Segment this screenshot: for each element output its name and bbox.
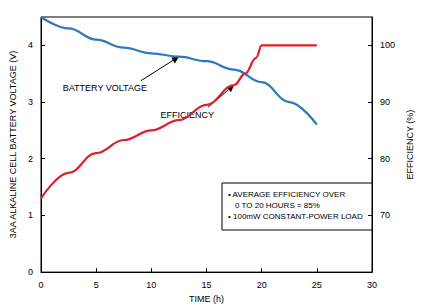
svg-text:1: 1: [28, 210, 33, 220]
svg-text:5: 5: [94, 280, 99, 290]
svg-text:• AVERAGE EFFICIENCY OVER: • AVERAGE EFFICIENCY OVER: [228, 190, 345, 199]
svg-text:25: 25: [312, 280, 322, 290]
svg-text:80: 80: [380, 154, 390, 164]
svg-text:3AA ALKALINE CELL BATTERY VOLT: 3AA ALKALINE CELL BATTERY VOLTAGE (V): [8, 51, 18, 238]
svg-text:EFFICIENCY: EFFICIENCY: [160, 109, 215, 120]
svg-text:100: 100: [380, 40, 395, 50]
svg-text:TIME (h): TIME (h): [189, 294, 224, 304]
svg-text:70: 70: [380, 210, 390, 220]
svg-text:0: 0: [28, 267, 33, 277]
svg-text:BATTERY VOLTAGE: BATTERY VOLTAGE: [63, 83, 147, 93]
svg-text:EFFICIENCY (%): EFFICIENCY (%): [405, 110, 415, 180]
svg-text:30: 30: [367, 280, 377, 290]
svg-text:4: 4: [28, 40, 33, 50]
svg-text:90: 90: [380, 97, 390, 107]
svg-text:0: 0: [38, 280, 43, 290]
svg-text:3: 3: [28, 97, 33, 107]
svg-text:10: 10: [146, 280, 156, 290]
svg-text:0 TO 20 HOURS = 85%: 0 TO 20 HOURS = 85%: [235, 201, 320, 210]
svg-text:20: 20: [257, 280, 267, 290]
svg-text:15: 15: [201, 280, 211, 290]
svg-text:• 100mW CONSTANT-POWER LOAD: • 100mW CONSTANT-POWER LOAD: [228, 212, 363, 221]
svg-text:2: 2: [28, 154, 33, 164]
